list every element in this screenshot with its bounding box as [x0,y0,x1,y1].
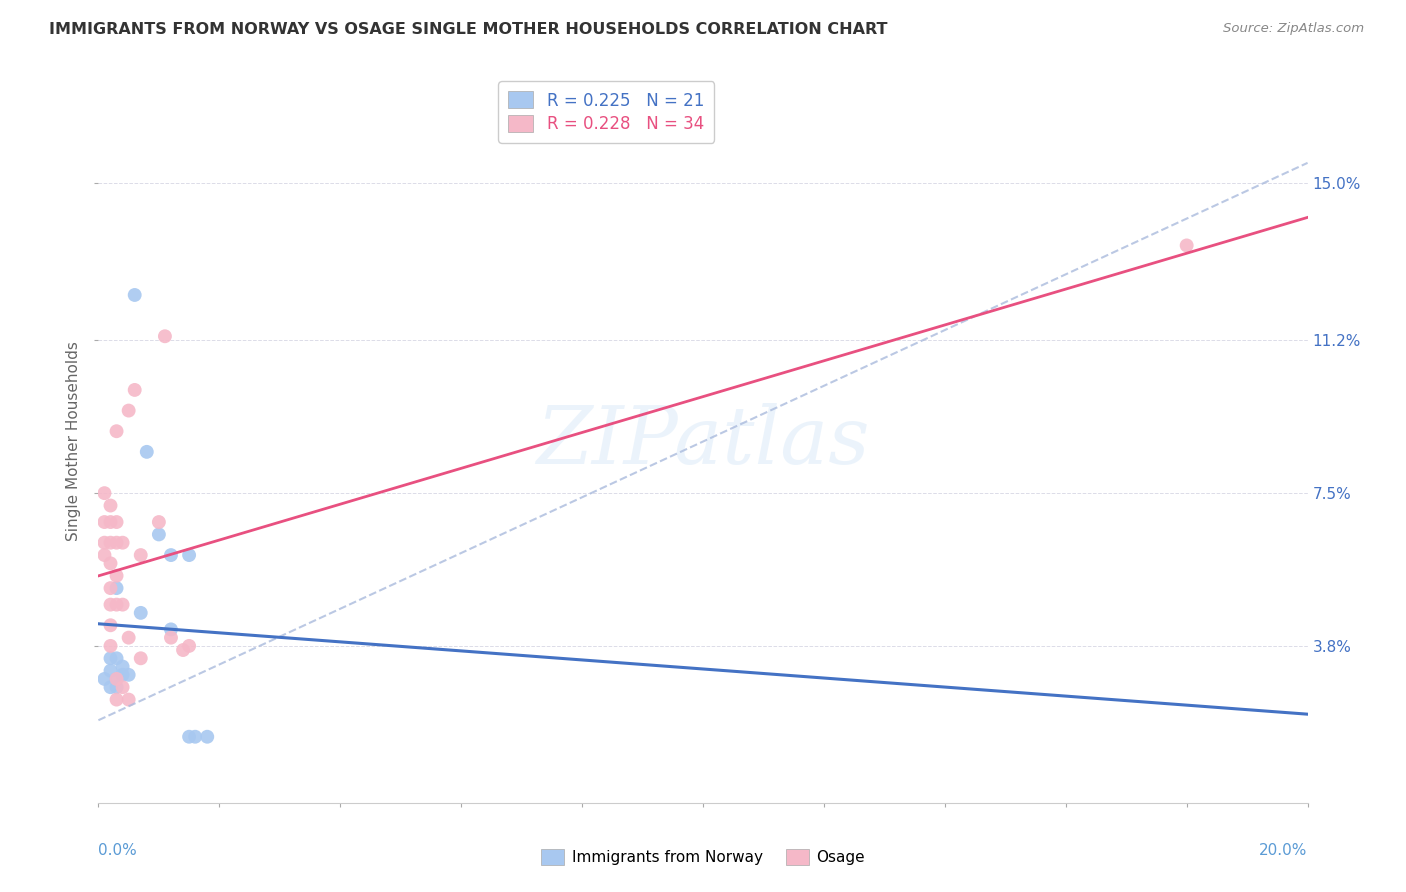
Point [105,680,128,694]
Legend: R = 0.225   N = 21, R = 0.228   N = 34: R = 0.225 N = 21, R = 0.228 N = 34 [498,81,714,143]
Point [111,659,134,673]
Point [93,548,115,562]
Point [160,548,183,562]
Point [160,623,183,637]
Legend: Immigrants from Norway, Osage: Immigrants from Norway, Osage [536,843,870,871]
Point [172,643,194,657]
Text: 0.0%: 0.0% [98,843,138,857]
Point [148,527,170,541]
Text: ZIPatlas: ZIPatlas [536,403,870,480]
Point [118,692,141,706]
Point [100,557,122,571]
Point [124,383,146,397]
Point [179,730,201,744]
Point [124,288,146,302]
Text: IMMIGRANTS FROM NORWAY VS OSAGE SINGLE MOTHER HOUSEHOLDS CORRELATION CHART: IMMIGRANTS FROM NORWAY VS OSAGE SINGLE M… [49,22,887,37]
Point [153,329,176,343]
Point [118,668,141,682]
Point [105,568,128,582]
Point [1175,238,1198,252]
Point [111,680,134,694]
Point [105,672,128,686]
Point [100,598,122,612]
Point [100,581,122,595]
Text: Source: ZipAtlas.com: Source: ZipAtlas.com [1223,22,1364,36]
Point [111,668,134,682]
Point [105,515,128,529]
Point [135,445,157,459]
Y-axis label: Single Mother Households: Single Mother Households [66,342,82,541]
Point [93,672,115,686]
Point [100,535,122,549]
Point [100,618,122,632]
Point [100,680,122,694]
Point [105,535,128,549]
Point [118,403,141,417]
Point [148,515,170,529]
Point [129,548,152,562]
Point [160,631,183,645]
Point [179,639,201,653]
Point [105,598,128,612]
Point [100,515,122,529]
Point [105,424,128,438]
Point [184,730,207,744]
Point [93,535,115,549]
Point [105,692,128,706]
Point [179,548,201,562]
Point [100,651,122,665]
Point [105,651,128,665]
Point [100,639,122,653]
Point [105,672,128,686]
Point [111,598,134,612]
Point [105,581,128,595]
Point [195,730,218,744]
Point [93,515,115,529]
Point [100,499,122,513]
Point [93,486,115,500]
Point [111,535,134,549]
Point [129,651,152,665]
Point [118,631,141,645]
Point [100,664,122,678]
Text: 20.0%: 20.0% [1260,843,1308,857]
Point [129,606,152,620]
